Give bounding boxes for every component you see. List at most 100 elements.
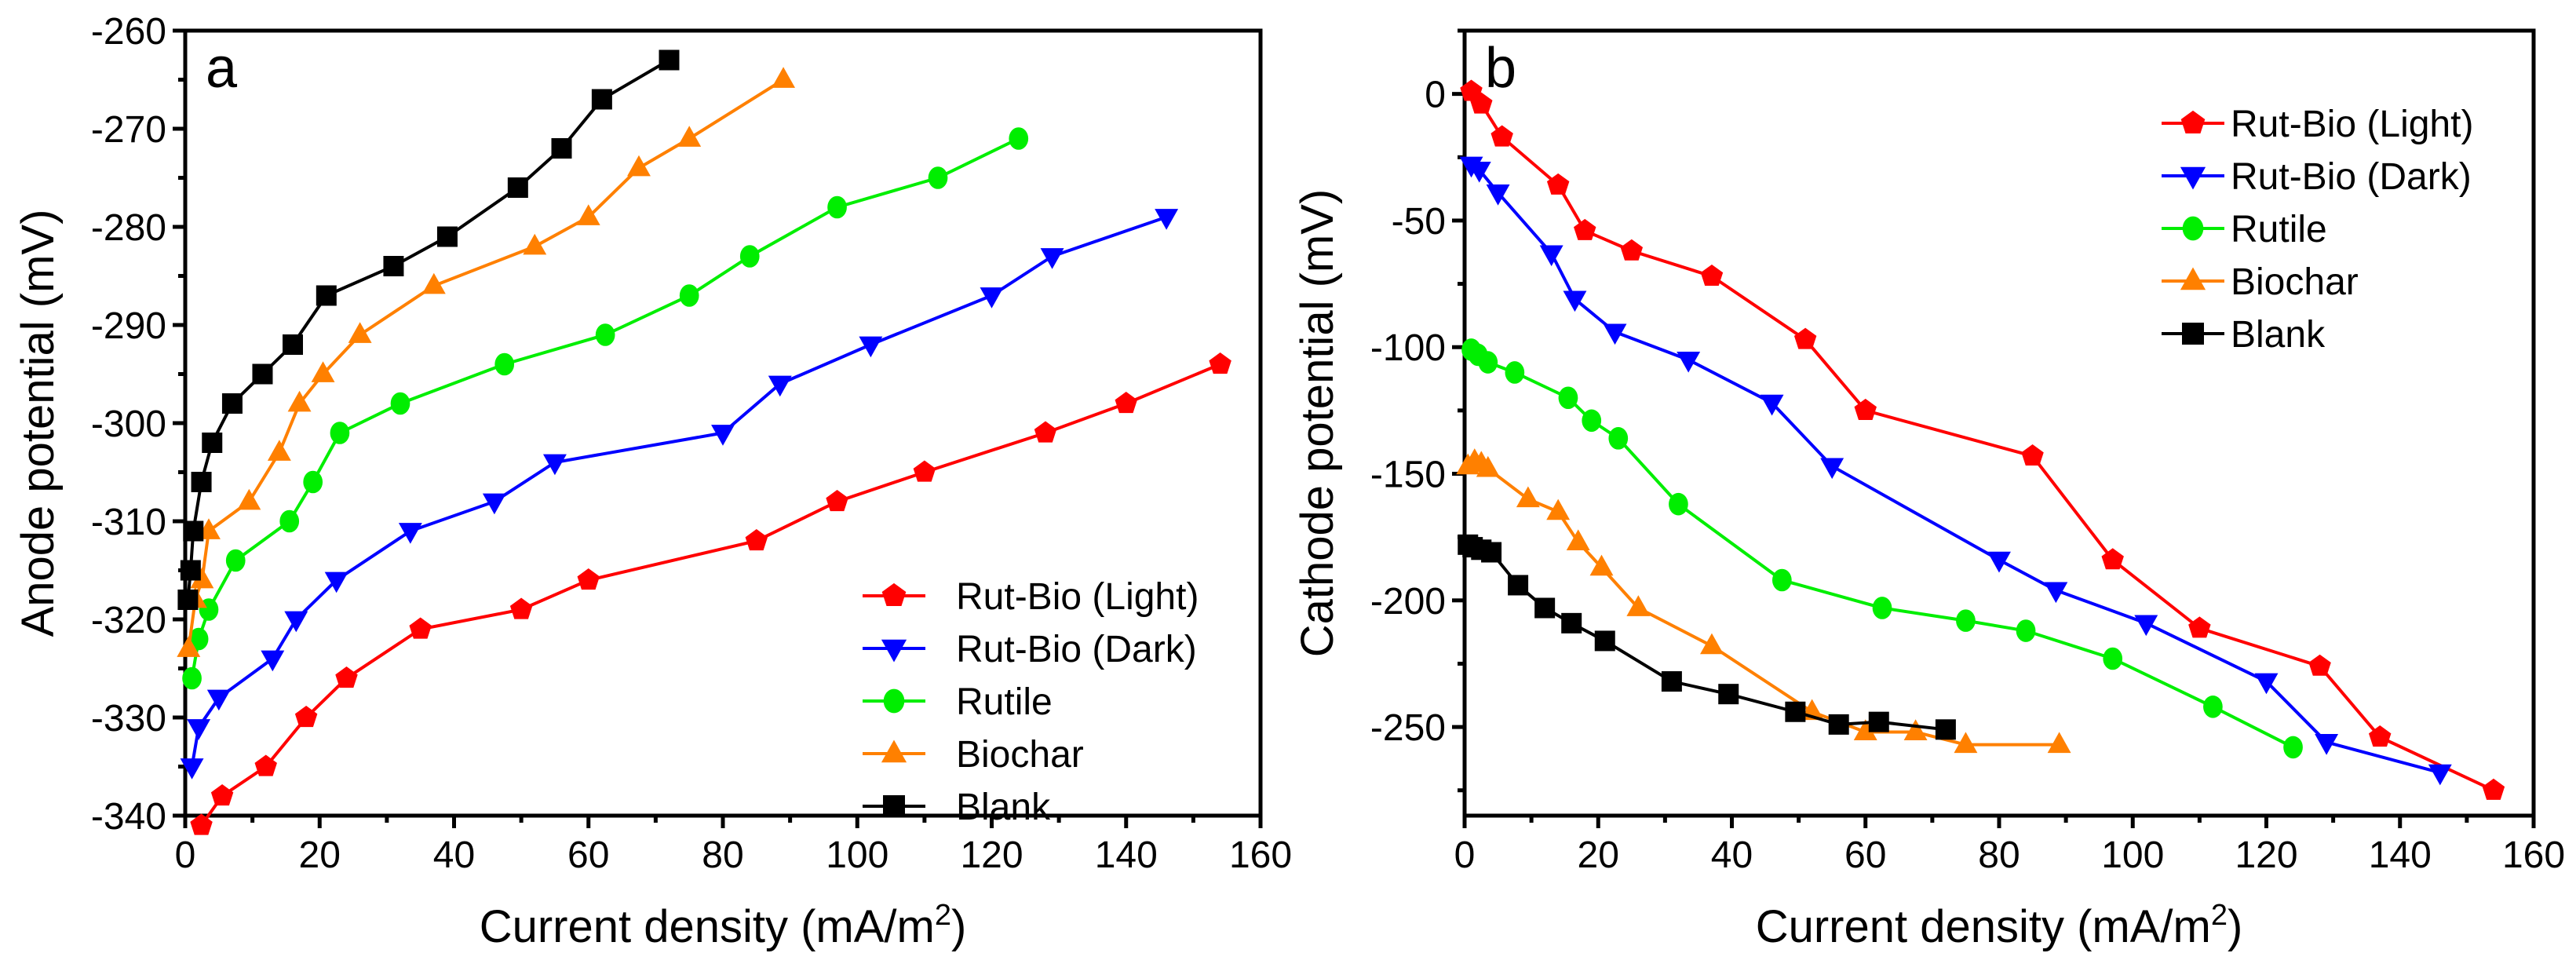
- data-point: [1155, 209, 1179, 230]
- data-point: [1115, 392, 1137, 414]
- x-tick-label: 120: [2235, 834, 2297, 876]
- data-point: [507, 177, 528, 198]
- plot-frame: [1462, 28, 2536, 818]
- data-point: [316, 285, 337, 306]
- data-point: [1574, 218, 1596, 240]
- data-point: [267, 440, 291, 461]
- data-point: [177, 636, 201, 657]
- y-tick-label: -300: [91, 403, 166, 445]
- legend-marker: [2180, 166, 2206, 190]
- series-light: [190, 352, 1231, 835]
- legend-item: Rutile: [863, 681, 1053, 723]
- legend-marker: [2182, 216, 2204, 241]
- data-point: [2047, 732, 2071, 754]
- data-point: [1478, 351, 1498, 374]
- data-point: [2428, 764, 2452, 786]
- data-point: [1820, 458, 1844, 480]
- data-point: [1700, 633, 1724, 655]
- data-point: [1561, 612, 1582, 634]
- data-point: [768, 375, 792, 397]
- legend-item: Rut-Bio (Dark): [863, 629, 1197, 670]
- data-point: [1956, 609, 1976, 632]
- series-line: [187, 78, 785, 649]
- y-tick-label: -200: [1370, 581, 1446, 623]
- data-point: [745, 529, 768, 551]
- data-point: [772, 67, 796, 88]
- data-point: [254, 754, 277, 776]
- data-point: [1785, 701, 1806, 722]
- data-point: [1486, 184, 1510, 206]
- legend-marker: [2182, 323, 2204, 345]
- data-point: [1661, 671, 1682, 692]
- legend-label: Rut-Bio (Dark): [956, 629, 1197, 670]
- data-point: [826, 490, 848, 512]
- data-point: [1470, 92, 1493, 114]
- legend-marker: [2180, 267, 2206, 290]
- data-point: [1935, 719, 1956, 740]
- data-point: [335, 666, 358, 688]
- data-point: [279, 509, 300, 533]
- data-point: [190, 567, 214, 589]
- data-point: [1608, 427, 1629, 450]
- data-point: [1505, 361, 1525, 384]
- data-point: [206, 689, 231, 711]
- data-point: [1771, 568, 1792, 592]
- x-tick-label: 20: [299, 834, 341, 876]
- x-tick-label: 0: [1454, 834, 1476, 876]
- data-point: [2016, 619, 2036, 642]
- data-point: [1546, 498, 1571, 520]
- x-axis-label-end: ): [2228, 901, 2242, 952]
- data-point: [283, 334, 303, 355]
- data-point: [421, 272, 446, 294]
- data-point: [1209, 352, 1231, 374]
- series-line: [199, 363, 1221, 827]
- data-point: [183, 520, 204, 542]
- y-tick-label: -290: [91, 305, 166, 347]
- data-point: [1491, 125, 1513, 147]
- legend-item: Rutile: [2162, 209, 2327, 250]
- x-axis-label: Current density (mA/m2): [1756, 899, 2243, 952]
- data-point: [390, 392, 410, 415]
- legend-label: Rut-Bio (Dark): [2231, 156, 2472, 198]
- data-point: [2308, 654, 2331, 676]
- data-point: [1009, 127, 1029, 150]
- data-point: [551, 138, 572, 159]
- x-tick-label: 140: [1095, 834, 1158, 876]
- data-point: [182, 666, 202, 690]
- legend-item: Blank: [863, 787, 1051, 828]
- data-point: [261, 650, 285, 672]
- x-tick-label: 160: [2502, 834, 2565, 876]
- legend-label: Biochar: [2231, 261, 2359, 303]
- data-point: [1603, 323, 1627, 345]
- y-tick-label: -340: [91, 796, 166, 838]
- data-point: [210, 784, 234, 806]
- data-point: [2283, 736, 2303, 759]
- data-point: [1040, 248, 1064, 269]
- legend-label: Rut-Bio (Light): [956, 576, 1199, 618]
- series-blank: [1458, 534, 1956, 740]
- x-tick-label: 60: [1844, 834, 1886, 876]
- legend-label: Blank: [2231, 314, 2326, 356]
- y-tick-label: -50: [1392, 201, 1446, 243]
- data-point: [591, 89, 612, 110]
- data-point: [1626, 595, 1651, 616]
- legend-marker: [881, 639, 907, 663]
- y-tick-label: -280: [91, 207, 166, 249]
- data-point: [509, 597, 533, 619]
- data-point: [523, 233, 547, 255]
- x-tick-label: 80: [1978, 834, 2020, 876]
- legend-item: Blank: [2162, 314, 2326, 356]
- data-point: [436, 226, 458, 247]
- series-biochar: [1456, 448, 2071, 754]
- data-point: [324, 571, 348, 593]
- x-axis-label-sup: 2: [935, 899, 951, 932]
- data-point: [187, 719, 211, 740]
- legend-label: Rut-Bio (Light): [2231, 104, 2473, 145]
- data-point: [1853, 719, 1877, 740]
- data-point: [294, 706, 318, 728]
- data-point: [1566, 529, 1590, 551]
- data-point: [980, 287, 1004, 309]
- data-point: [1872, 597, 1892, 619]
- panel-label: b: [1485, 37, 1516, 100]
- y-tick-label: -150: [1370, 455, 1446, 496]
